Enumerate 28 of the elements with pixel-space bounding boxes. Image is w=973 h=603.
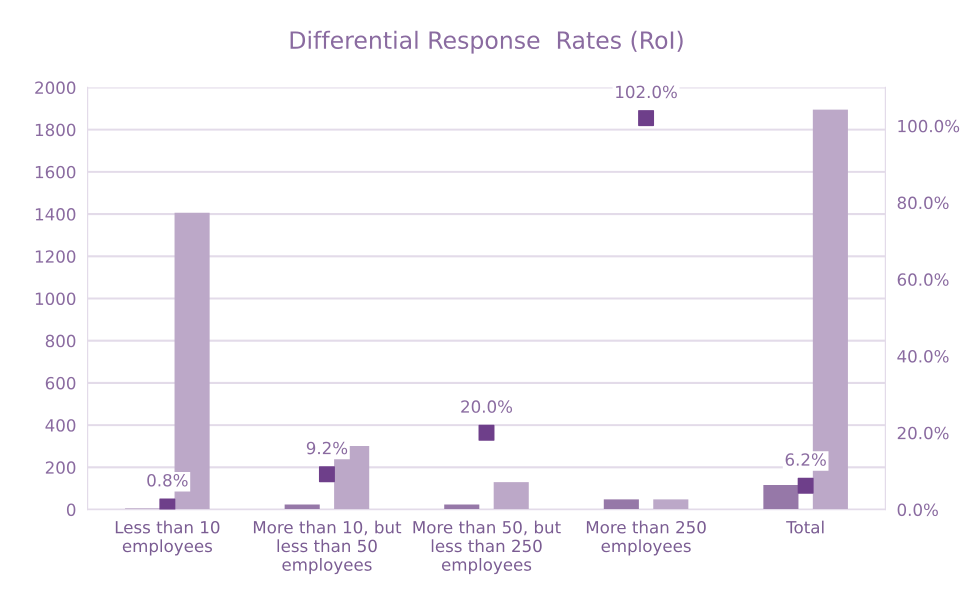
x-tick-label: Total [786,520,824,534]
y2-tick-label: 100.0% [898,120,960,132]
y-tick-label: 600 [46,376,76,390]
x-tick-label: More than 50, but less than 250 employees [414,520,561,574]
y2-tick-label: 60.0% [898,273,949,286]
y-tick-label: 800 [46,334,76,348]
y-tick-label: 1400 [36,208,76,221]
y-tick-label: 1600 [36,166,76,178]
data-label: 6.2% [786,453,826,466]
x-tick-label: More than 10, but less than 50 employees [254,520,402,574]
chart-title: Differential Response Rates (RoI) [290,30,683,54]
data-label: 20.0% [461,400,512,413]
y-tick-label: 400 [45,419,76,432]
data-label: 102.0% [616,86,677,98]
data-label: 9.2% [306,442,348,454]
y-tick-label: 1200 [36,250,76,263]
y2-tick-label: 40.0% [897,350,949,363]
y-tick-label: 200 [46,461,76,474]
y-tick-label: 1000 [36,292,76,306]
y-tick-label: 0 [66,503,76,516]
y-tick-label: 2000 [35,81,76,94]
y2-tick-label: 0.0% [898,503,938,516]
x-tick-label: Less than 10 employees [116,520,220,556]
y-tick-label: 1800 [36,124,76,136]
x-tick-label: More than 250 employees [586,520,706,556]
y2-tick-label: 20.0% [898,426,949,440]
y2-tick-label: 80.0% [898,196,949,210]
data-label: 0.8% [147,474,188,487]
